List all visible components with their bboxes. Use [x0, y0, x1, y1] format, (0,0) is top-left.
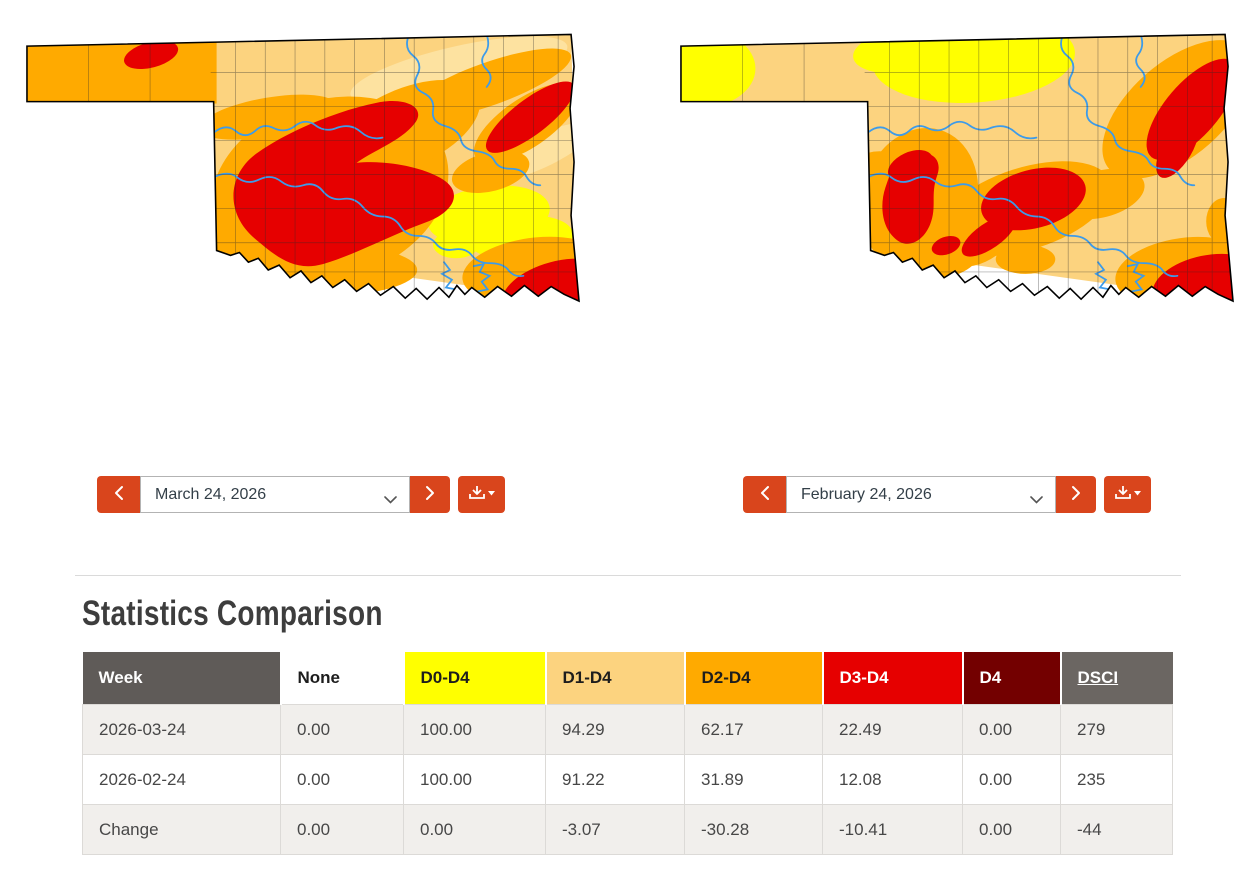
cell-d2-d4: 62.17	[684, 704, 823, 755]
stats-row: 2026-03-24 0.00 100.00 94.29 62.17 22.49…	[82, 704, 1173, 755]
cell-dsci: 235	[1060, 754, 1173, 805]
stats-row: Change 0.00 0.00 -3.07 -30.28 -10.41 0.0…	[82, 804, 1173, 855]
cell-d3-d4: 12.08	[822, 754, 963, 805]
download-button[interactable]	[1104, 476, 1151, 513]
cell-d1-d4: 91.22	[545, 754, 685, 805]
column-header-d0-d4: D0-D4	[403, 652, 547, 705]
cell-d0-d4: 0.00	[403, 804, 546, 855]
section-divider	[75, 575, 1181, 576]
statistics-heading: Statistics Comparison	[82, 594, 383, 633]
next-date-button[interactable]	[1056, 476, 1096, 513]
chevron-right-icon	[1070, 484, 1082, 505]
statistics-table: Week None D0-D4 D1-D4 D2-D4 D3-D4 D4 DSC…	[82, 652, 1173, 855]
cell-week: 2026-03-24	[82, 704, 281, 755]
left-date-selector: March 24, 2026	[97, 476, 505, 513]
chevron-left-icon	[759, 484, 771, 505]
column-header-d4: D4	[962, 652, 1062, 705]
prev-date-button[interactable]	[97, 476, 140, 513]
column-header-d1-d4: D1-D4	[545, 652, 686, 705]
drought-map-february	[680, 33, 1234, 303]
cell-d3-d4: -10.41	[822, 804, 963, 855]
cell-d4: 0.00	[962, 804, 1061, 855]
state-outline	[26, 33, 580, 303]
cell-d3-d4: 22.49	[822, 704, 963, 755]
right-date-selector: February 24, 2026	[743, 476, 1151, 513]
county-lines	[88, 34, 580, 302]
rivers	[866, 34, 1196, 302]
header-row: Week None D0-D4 D1-D4 D2-D4 D3-D4 D4 DSC…	[82, 652, 1173, 705]
download-button[interactable]	[458, 476, 505, 513]
cell-d2-d4: 31.89	[684, 754, 823, 805]
date-select[interactable]: March 24, 2026	[140, 476, 410, 513]
download-icon	[467, 484, 497, 505]
next-date-button[interactable]	[410, 476, 450, 513]
chevron-right-icon	[424, 484, 436, 505]
column-header-dsci: DSCI	[1060, 652, 1173, 705]
county-lines	[742, 34, 1234, 302]
cell-d1-d4: -3.07	[545, 804, 685, 855]
cell-none: 0.00	[280, 804, 404, 855]
column-header-week: Week	[82, 652, 282, 705]
cell-week: 2026-02-24	[82, 754, 281, 805]
cell-d2-d4: -30.28	[684, 804, 823, 855]
state-outline	[680, 33, 1234, 303]
cell-d0-d4: 100.00	[403, 754, 546, 805]
cell-d1-d4: 94.29	[545, 704, 685, 755]
cell-none: 0.00	[280, 704, 404, 755]
dsci-link[interactable]: DSCI	[1077, 668, 1119, 687]
column-header-none: None	[280, 652, 405, 705]
rivers	[212, 34, 542, 302]
date-select[interactable]: February 24, 2026	[786, 476, 1056, 513]
download-icon	[1113, 484, 1143, 505]
cell-dsci: 279	[1060, 704, 1173, 755]
cell-none: 0.00	[280, 754, 404, 805]
stats-row: 2026-02-24 0.00 100.00 91.22 31.89 12.08…	[82, 754, 1173, 805]
column-header-d3-d4: D3-D4	[822, 652, 964, 705]
prev-date-button[interactable]	[743, 476, 786, 513]
column-header-d2-d4: D2-D4	[684, 652, 824, 705]
cell-week: Change	[82, 804, 281, 855]
cell-dsci: -44	[1060, 804, 1173, 855]
cell-d4: 0.00	[962, 754, 1061, 805]
chevron-left-icon	[113, 484, 125, 505]
cell-d4: 0.00	[962, 704, 1061, 755]
drought-map-march	[26, 33, 580, 303]
cell-d0-d4: 100.00	[403, 704, 546, 755]
